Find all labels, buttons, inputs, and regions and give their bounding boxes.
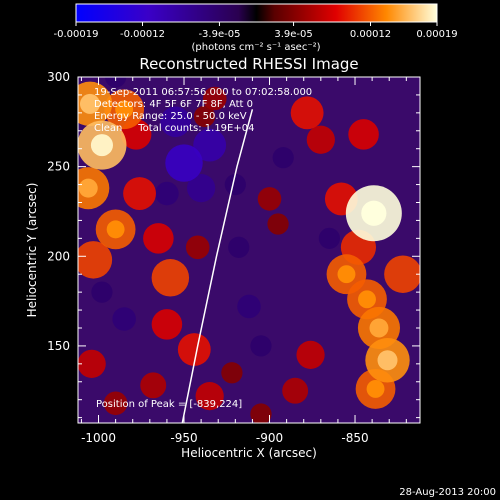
heatmap-blob: [272, 147, 294, 169]
heatmap-blob: [193, 105, 216, 128]
colorbar-tick-label: 3.9e-05: [274, 29, 312, 40]
heatmap-blob-core: [78, 178, 98, 198]
annotation-time-range: 19-Sep-2011 06:57:56.000 to 07:02:58.000: [94, 87, 312, 98]
heatmap-blob: [296, 340, 325, 369]
heatmap-blob-core: [115, 100, 134, 119]
colorbar: [75, 3, 438, 23]
y-tick-label: 300: [47, 70, 70, 84]
heatmap-blob-core: [358, 290, 376, 309]
heatmap-blob-core: [337, 265, 356, 284]
heatmap-blob: [250, 403, 272, 423]
heatmap-blob: [160, 106, 191, 138]
heatmap-blob: [384, 255, 420, 293]
heatmap-blob-core: [366, 379, 385, 398]
plot-frame: [77, 76, 421, 424]
heatmap-blob: [185, 235, 210, 260]
heatmap-blob: [250, 335, 272, 357]
heatmap-blob: [177, 333, 211, 366]
y-axis: 150 200 250 300: [47, 70, 420, 419]
footer-date: 28-Aug-2013 20:00: [399, 487, 496, 498]
annotation-block: 19-Sep-2011 06:57:56.000 to 07:02:58.000…: [94, 87, 312, 134]
x-tick-label: -900: [256, 431, 283, 445]
heatmap-blob-core: [361, 200, 387, 226]
heatmap-blob: [151, 309, 183, 340]
heatmap-blob-core: [369, 318, 389, 338]
heatmap-layer: [78, 77, 420, 423]
heatmap-blob-core: [90, 134, 113, 157]
chart-title: Reconstructed RHESSI Image: [139, 55, 358, 73]
colorbar-tick-label: 0.00019: [416, 29, 457, 40]
annotation-total-counts: Clean Total counts: 1.19E+04: [94, 123, 254, 134]
heatmap-blob: [228, 236, 250, 258]
heatmap-blob: [91, 281, 113, 303]
heatmap-blob-core: [106, 220, 125, 239]
peak-position-label: Position of Peak = [-839,224]: [96, 399, 242, 410]
heatmap-blob: [318, 227, 341, 249]
x-tick-label: -1000: [81, 431, 116, 445]
colorbar-tick-label: -0.00012: [120, 29, 165, 40]
x-tick-label: -950: [170, 431, 197, 445]
colorbar-ticks: -0.00019 -0.00012 -3.9e-05 3.9e-05 0.00012 0.…: [54, 22, 458, 40]
heatmap-blob: [237, 294, 261, 319]
heatmap-blob: [221, 362, 243, 384]
solar-limb-line: [181, 109, 254, 423]
y-tick-label: 150: [47, 339, 70, 353]
y-tick-label: 200: [47, 249, 70, 263]
heatmap-blob: [193, 128, 227, 162]
heatmap-blob: [103, 391, 128, 416]
colorbar-unit-label: (photons cm⁻² s⁻¹ asec⁻²): [191, 42, 320, 53]
heatmap-blob: [165, 144, 203, 182]
colorbar-tick-label: -3.9e-05: [198, 29, 240, 40]
heatmap-blob: [155, 181, 179, 206]
x-axis-label: Heliocentric X (arcsec): [181, 446, 317, 460]
colorbar-tick-label: -0.00019: [54, 29, 99, 40]
heatmap-blob: [306, 125, 335, 154]
heatmap-blob: [267, 213, 289, 235]
heatmap-blob: [257, 187, 282, 211]
x-axis: -1000 -950 -900 -850: [80, 77, 407, 445]
heatmap-blob: [151, 259, 190, 297]
x-tick-label: -850: [341, 431, 368, 445]
heatmap-blob: [282, 377, 309, 404]
y-axis-label: Heliocentric Y (arcsec): [25, 183, 39, 318]
heatmap-blob: [140, 372, 167, 399]
heatmap-blob: [203, 86, 227, 111]
heatmap-blob: [348, 119, 379, 150]
heatmap-blob: [123, 177, 156, 210]
heatmap-blob: [78, 349, 106, 378]
annotation-energy-range: Energy Range: 25.0 - 50.0 keV: [94, 111, 247, 122]
heatmap-blob: [143, 223, 174, 254]
heatmap-blob: [224, 173, 246, 196]
y-tick-label: 250: [47, 160, 70, 174]
heatmap-blob: [290, 96, 324, 130]
heatmap-blob: [195, 382, 224, 411]
annotation-detectors: Detectors: 4F 5F 6F 7F 8F, Att 0: [94, 99, 253, 110]
heatmap-blob: [104, 77, 127, 88]
heatmap-blob-core: [79, 93, 100, 114]
heatmap-blob: [112, 307, 136, 331]
heatmap-blob-core: [377, 350, 398, 371]
heatmap-blob: [187, 174, 216, 203]
colorbar-tick-label: 0.00012: [350, 29, 391, 40]
heatmap-blob: [78, 241, 113, 279]
